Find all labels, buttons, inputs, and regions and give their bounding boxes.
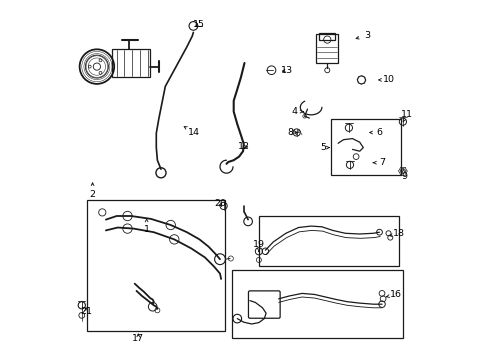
Text: 20: 20 (214, 199, 225, 208)
Text: 1: 1 (143, 219, 149, 234)
Bar (316, 34, 337, 63)
Text: 10: 10 (378, 76, 394, 85)
Text: 11: 11 (400, 110, 412, 122)
Bar (112, 49, 150, 77)
Bar (330, 119, 400, 175)
Text: 8: 8 (287, 128, 297, 137)
Text: 4: 4 (291, 107, 303, 116)
Bar (231, 270, 402, 338)
Text: 5: 5 (319, 143, 328, 152)
Text: 21: 21 (80, 307, 92, 316)
Bar (87, 200, 224, 331)
Text: 15: 15 (193, 20, 205, 29)
Text: 19: 19 (252, 240, 264, 251)
Text: 16: 16 (386, 290, 401, 299)
Text: 3: 3 (355, 31, 369, 40)
Text: 13: 13 (280, 66, 292, 75)
Text: 12: 12 (237, 142, 249, 151)
Text: 6: 6 (369, 128, 382, 137)
Bar (258, 216, 399, 266)
Text: 17: 17 (132, 334, 144, 343)
Text: 9: 9 (401, 169, 407, 181)
Text: 18: 18 (389, 230, 405, 239)
Bar (319, 33, 335, 40)
Text: 14: 14 (184, 126, 200, 137)
Text: 2: 2 (89, 183, 95, 199)
Text: 7: 7 (372, 158, 384, 167)
